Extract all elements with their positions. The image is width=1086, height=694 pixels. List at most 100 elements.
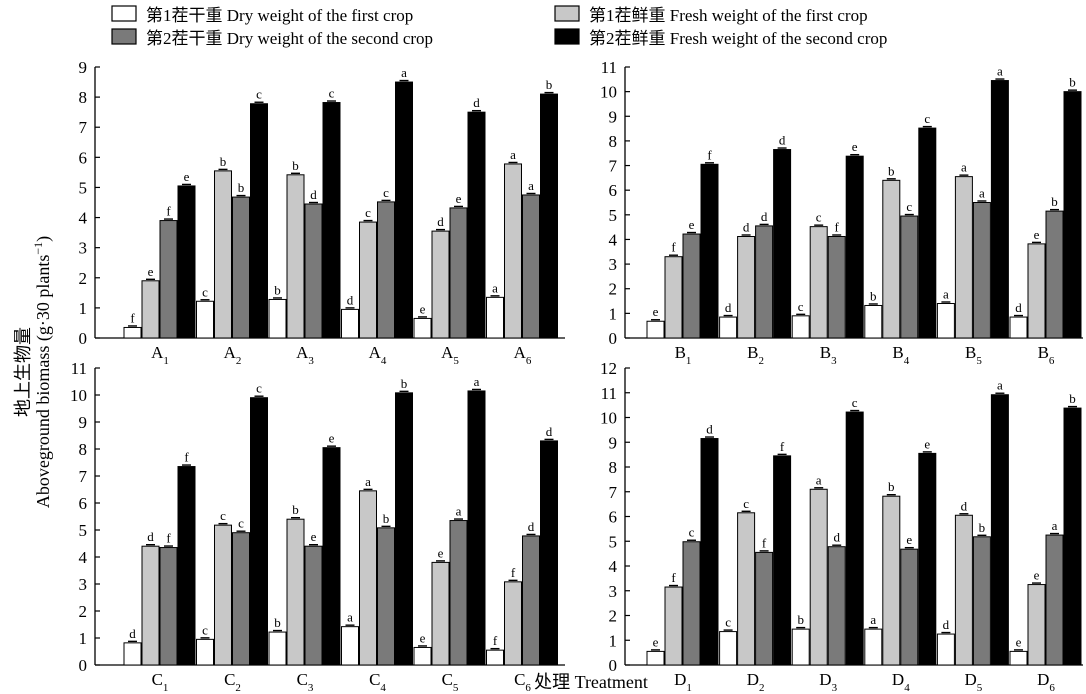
significance-label: d xyxy=(437,214,444,229)
bar xyxy=(304,545,323,666)
bar xyxy=(123,326,142,339)
y-tick-label: 10 xyxy=(600,83,617,102)
significance-label: b xyxy=(979,520,986,535)
y-tick-label: 4 xyxy=(609,557,618,576)
bar xyxy=(159,220,178,339)
bar xyxy=(123,642,142,666)
significance-label: e xyxy=(329,431,335,446)
x-axis-title: 处理 Treatment xyxy=(534,672,648,692)
y-tick-label: 11 xyxy=(71,359,87,378)
bar xyxy=(972,202,991,339)
significance-label: b xyxy=(292,502,299,517)
significance-label: c xyxy=(220,508,226,523)
significance-label: f xyxy=(671,240,676,255)
significance-label: a xyxy=(474,374,480,389)
significance-label: b xyxy=(274,282,281,297)
y-tick-label: 3 xyxy=(609,582,618,601)
bar xyxy=(522,194,540,339)
category-label: B2 xyxy=(747,343,764,367)
category-label: C6 xyxy=(514,670,531,694)
significance-label: a xyxy=(456,504,462,519)
y-tick-label: 9 xyxy=(609,107,618,126)
significance-label: b xyxy=(1069,391,1076,406)
significance-label: e xyxy=(924,436,930,451)
bar xyxy=(250,103,268,339)
bar xyxy=(286,174,305,339)
y-tick-label: 4 xyxy=(609,230,618,249)
significance-label: a xyxy=(979,186,985,201)
bar xyxy=(449,207,468,339)
bar xyxy=(845,411,864,666)
category-label: A4 xyxy=(369,343,387,367)
bar xyxy=(664,256,683,339)
y-axis-title-en-sup: −1 xyxy=(31,242,45,255)
significance-label: f xyxy=(166,531,171,546)
bar xyxy=(755,225,774,339)
significance-label: d xyxy=(147,529,154,544)
significance-label: e xyxy=(311,529,317,544)
significance-label: b xyxy=(383,511,390,526)
y-tick-label: 2 xyxy=(609,607,618,626)
significance-label: c xyxy=(256,381,262,396)
bar xyxy=(936,633,955,666)
bar xyxy=(449,520,468,666)
significance-label: e xyxy=(1034,227,1040,242)
bar xyxy=(413,646,432,666)
bar xyxy=(719,316,738,339)
bar xyxy=(936,303,955,339)
significance-label: c xyxy=(365,205,371,220)
category-label: A3 xyxy=(296,343,314,367)
significance-label: d xyxy=(473,95,480,110)
bar xyxy=(791,628,810,666)
bar xyxy=(322,102,341,339)
bar xyxy=(682,233,701,339)
significance-label: d xyxy=(725,300,732,315)
significance-label: c xyxy=(383,185,389,200)
category-label: A6 xyxy=(514,343,532,367)
y-axis-title-en-main: Aboveground biomass (g·30 plants xyxy=(33,255,54,508)
bar xyxy=(268,631,287,666)
bar xyxy=(232,196,250,339)
significance-label: a xyxy=(943,287,949,302)
bar xyxy=(304,203,323,339)
bar xyxy=(1027,243,1046,339)
y-tick-label: 6 xyxy=(609,508,618,527)
legend-label-dry-first: 第1茬干重 Dry weight of the first crop xyxy=(146,6,413,25)
bar xyxy=(395,81,413,339)
significance-label: c xyxy=(202,284,208,299)
significance-label: e xyxy=(148,264,154,279)
category-label: C1 xyxy=(152,670,169,694)
category-label: A1 xyxy=(151,343,169,367)
panels: 0123456789fefeA1cbbcA2bbdcA3dccaA4ededA5… xyxy=(70,58,1083,694)
y-tick-label: 2 xyxy=(79,269,88,288)
significance-label: a xyxy=(365,474,371,489)
significance-label: c xyxy=(743,496,749,511)
significance-label: b xyxy=(797,612,804,627)
legend: 第1茬干重 Dry weight of the first crop 第2茬干重… xyxy=(111,5,887,48)
bar xyxy=(1045,534,1064,666)
significance-label: b xyxy=(888,163,895,178)
significance-label: d xyxy=(528,519,535,534)
bar xyxy=(809,226,828,339)
significance-label: c xyxy=(238,516,244,531)
significance-label: a xyxy=(997,64,1003,79)
significance-label: e xyxy=(456,191,462,206)
significance-label: b xyxy=(401,376,408,391)
significance-label: b xyxy=(292,158,299,173)
y-axis-title-cn: 地上生物量 xyxy=(13,327,33,417)
bar xyxy=(504,163,522,339)
y-tick-label: 7 xyxy=(609,157,618,176)
panel-b: 01234567891011efefB1ddddB2ccfeB3bbccB4aa… xyxy=(600,58,1083,367)
significance-label: a xyxy=(492,280,498,295)
bar xyxy=(268,298,287,339)
y-tick-label: 6 xyxy=(79,494,88,513)
legend-label-fresh-second: 第2茬鲜重 Fresh weight of the second crop xyxy=(589,29,887,48)
bar xyxy=(972,536,991,666)
legend-label-dry-second: 第2茬干重 Dry weight of the second crop xyxy=(146,29,433,48)
y-tick-label: 9 xyxy=(79,413,88,432)
significance-label: b xyxy=(546,77,553,92)
category-label: A5 xyxy=(441,343,459,367)
bar xyxy=(1045,210,1064,339)
category-label: A2 xyxy=(224,343,242,367)
significance-label: b xyxy=(238,180,245,195)
